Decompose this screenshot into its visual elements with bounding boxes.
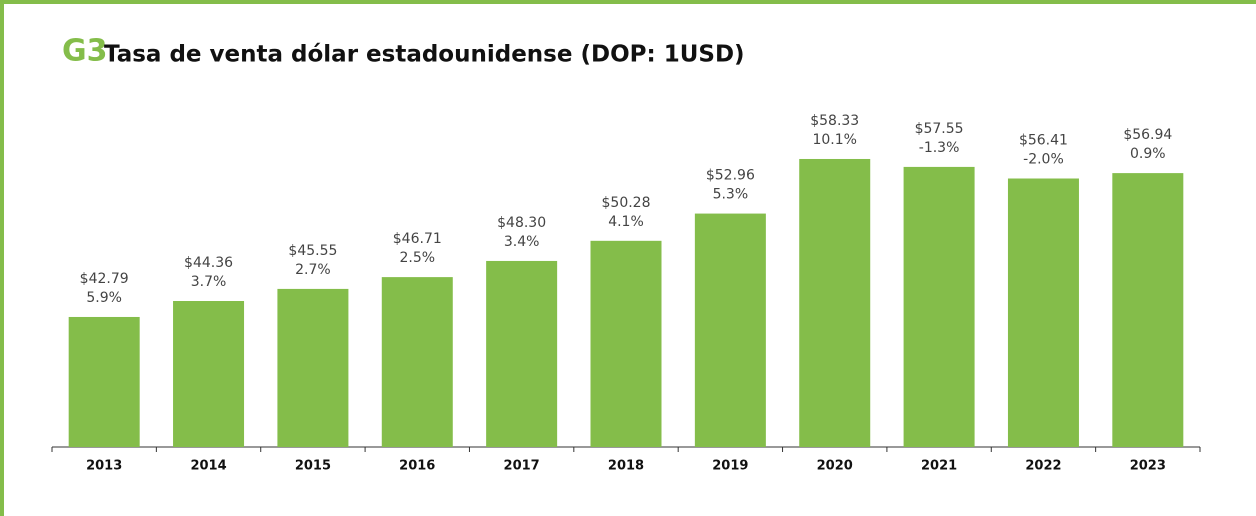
change-label: 2.5% — [399, 250, 435, 266]
value-label: $48.30 — [497, 215, 546, 231]
bar — [277, 288, 349, 447]
bar — [381, 277, 453, 447]
x-tick-label: 2021 — [921, 459, 957, 474]
value-label: $50.28 — [602, 195, 651, 211]
x-tick-label: 2020 — [817, 459, 853, 474]
bar — [486, 260, 558, 447]
change-label: 3.4% — [504, 234, 540, 250]
value-label: $42.79 — [80, 271, 129, 287]
value-label: $58.33 — [810, 113, 859, 129]
frame-top — [0, 0, 1256, 4]
change-label: 0.9% — [1130, 146, 1166, 162]
bar — [1112, 173, 1184, 448]
change-label: 4.1% — [608, 214, 644, 230]
bar — [694, 213, 766, 447]
x-tick-label: 2022 — [1025, 459, 1061, 474]
title-prefix: G3 — [62, 34, 108, 69]
change-label: -1.3% — [919, 140, 960, 156]
bar — [68, 316, 140, 447]
bar — [799, 158, 871, 447]
change-label: 2.7% — [295, 262, 331, 278]
value-label: $56.41 — [1019, 132, 1068, 148]
value-label: $56.94 — [1123, 127, 1172, 143]
x-tick-label: 2023 — [1130, 459, 1166, 474]
value-label: $57.55 — [915, 121, 964, 137]
bar — [590, 240, 662, 447]
change-label: 3.7% — [191, 274, 227, 290]
x-tick-label: 2018 — [608, 459, 644, 474]
chart-title: Tasa de venta dólar estadounidense (DOP:… — [104, 42, 745, 68]
x-tick-label: 2015 — [295, 459, 331, 474]
bar — [903, 166, 975, 448]
frame-left — [0, 0, 4, 516]
change-label: 5.3% — [713, 187, 749, 203]
value-label: $45.55 — [288, 243, 337, 259]
change-label: -2.0% — [1023, 151, 1064, 167]
bar — [173, 301, 245, 447]
x-tick-label: 2016 — [399, 459, 435, 474]
x-tick-label: 2014 — [190, 459, 226, 474]
value-label: $52.96 — [706, 168, 755, 184]
change-label: 10.1% — [812, 132, 856, 148]
bar — [1007, 178, 1079, 447]
value-label: $46.71 — [393, 231, 442, 247]
x-tick-label: 2019 — [712, 459, 748, 474]
value-label: $44.36 — [184, 255, 233, 271]
x-tick-label: 2017 — [504, 459, 540, 474]
change-label: 5.9% — [86, 290, 122, 306]
x-tick-label: 2013 — [86, 459, 122, 474]
